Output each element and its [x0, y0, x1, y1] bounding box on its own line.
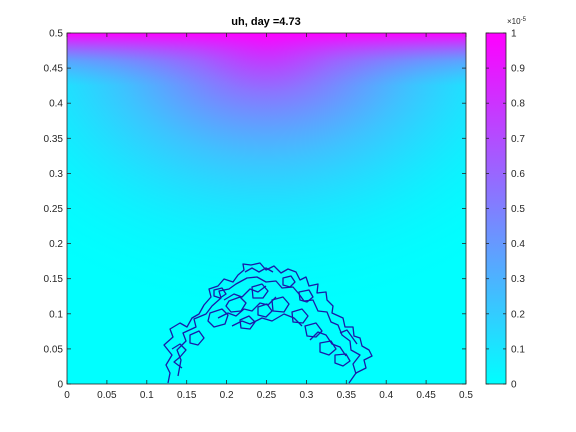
colorbar-tick-label: 0.6 [511, 169, 525, 180]
y-tick-label: 0.4 [49, 99, 63, 110]
colorbar-exponent-base: ×10 [507, 17, 521, 26]
x-tick-label: 0.45 [416, 390, 436, 401]
colorbar-tick-label: 0 [511, 380, 517, 391]
colorbar-tick-label: 0.8 [511, 99, 525, 110]
contour-blob-14 [213, 287, 227, 299]
x-tick-label: 0.15 [177, 390, 197, 401]
contour-lines [163, 262, 373, 384]
colorbar-tick-label: 0.1 [511, 344, 525, 355]
colorbar-exponent-power: -5 [521, 17, 527, 23]
colorbar-tick-label: 0.9 [511, 64, 525, 75]
x-tick-label: 0 [64, 390, 70, 401]
contour-blob-10 [239, 315, 256, 330]
heatmap-top-band [67, 33, 466, 384]
x-tick-label: 0.3 [299, 390, 313, 401]
contour-blob-4 [271, 296, 290, 313]
contour-blob-6 [304, 322, 323, 338]
contour-blob-13 [298, 289, 314, 303]
plot-area [67, 33, 466, 384]
contour-blob-12 [282, 275, 296, 288]
y-tick-label: 0.1 [49, 309, 63, 320]
y-tick-label: 0.3 [49, 169, 63, 180]
colorbar-tick-label: 0.4 [511, 239, 525, 250]
y-tick-label: 0.25 [44, 204, 64, 215]
colorbar-tick-label: 0.7 [511, 134, 525, 145]
contour-blob-7 [319, 340, 337, 356]
contour-blob-5 [291, 308, 309, 324]
x-tick-label: 0.25 [257, 390, 277, 401]
contour-squiggle-7 [244, 267, 274, 273]
y-axis: 0 0.05 0.1 0.15 0.2 0.25 0.3 0.35 0.4 0.45 0.5 [44, 29, 466, 391]
x-tick-label: 0.1 [140, 390, 154, 401]
y-tick-label: 0.2 [49, 239, 63, 250]
contour-squiggle-4 [309, 331, 347, 357]
contour-squiggle-2 [231, 313, 303, 327]
y-tick-label: 0.5 [49, 29, 63, 40]
x-tick-label: 0.2 [220, 390, 234, 401]
colorbar-tick-label: 0.2 [511, 309, 525, 320]
contour-blob-3 [251, 283, 269, 299]
y-tick-label: 0.15 [44, 274, 64, 285]
colorbar-tick-label: 0.3 [511, 274, 525, 285]
contour-outer [163, 262, 373, 384]
contour-squiggle-5 [171, 343, 187, 369]
y-tick-label: 0.05 [44, 344, 64, 355]
x-tick-label: 0.35 [337, 390, 357, 401]
colorbar-tick-label: 0.5 [511, 204, 525, 215]
x-tick-label: 0.4 [379, 390, 393, 401]
contour-inner [176, 276, 361, 377]
colorbar-exponent: ×10-5 [507, 17, 527, 26]
contour-blob-9 [189, 330, 205, 346]
chart-title: uh, day =4.73 [231, 16, 300, 28]
x-tick-label: 0.5 [459, 390, 473, 401]
colorbar-tick-label: 1 [511, 29, 517, 40]
y-tick-label: 0.35 [44, 134, 64, 145]
contour-blob-1 [207, 308, 229, 328]
x-axis: 0 0.05 0.1 0.15 0.2 0.25 0.3 0.35 0.4 0.45 0.5 [64, 33, 473, 401]
contour-squiggle-3 [223, 285, 267, 301]
y-tick-label: 0 [57, 380, 63, 391]
y-tick-label: 0.45 [44, 64, 64, 75]
x-tick-label: 0.05 [97, 390, 117, 401]
contour-squiggle-1 [217, 296, 277, 319]
contour-squiggle-6 [339, 329, 358, 345]
colorbar-axis: 0 0.1 0.2 0.3 0.4 0.5 0.6 0.7 0.8 0.9 1 [486, 29, 525, 391]
